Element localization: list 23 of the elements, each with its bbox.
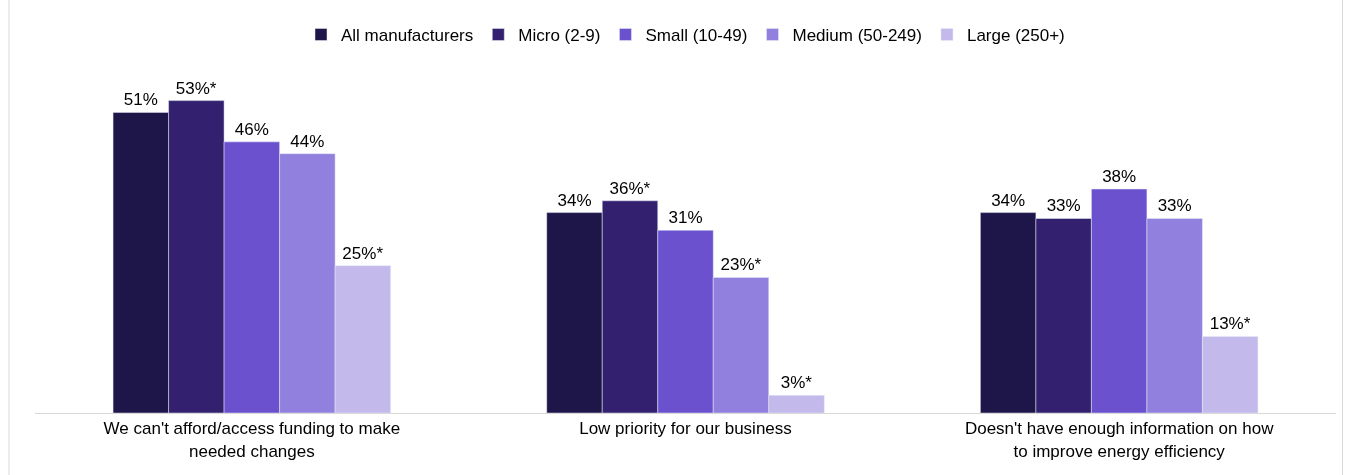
- legend-label: All manufacturers: [341, 26, 474, 46]
- x-tick-label: Doesn't have enough information on how to improve energy efficiency: [964, 419, 1275, 461]
- data-label: 34%: [557, 190, 592, 210]
- data-label: 36%*: [609, 178, 651, 198]
- data-label: 25%*: [342, 243, 384, 263]
- data-label: 31%: [668, 208, 703, 228]
- data-label: 51%: [123, 90, 158, 110]
- data-label: 13%*: [1209, 314, 1251, 334]
- data-label: 53%*: [175, 78, 217, 98]
- legend-label: Large (250+): [966, 26, 1065, 46]
- x-tick-label: We can't afford/access funding to make needed changes: [103, 419, 401, 461]
- data-label: 33%: [1046, 196, 1081, 216]
- data-label: 46%: [234, 119, 269, 139]
- data-label: 33%: [1157, 196, 1192, 216]
- data-label: 38%: [1102, 167, 1137, 187]
- data-label: 23%*: [720, 255, 762, 275]
- legend-label: Small (10-49): [645, 26, 748, 46]
- data-label: 3%*: [780, 373, 813, 393]
- data-label: 44%: [290, 131, 325, 151]
- legend-label: Medium (50-249): [792, 26, 922, 46]
- legend-label: Micro (2-9): [518, 26, 601, 46]
- x-tick-label: Low priority for our business: [579, 419, 792, 439]
- data-label: 34%: [991, 190, 1026, 210]
